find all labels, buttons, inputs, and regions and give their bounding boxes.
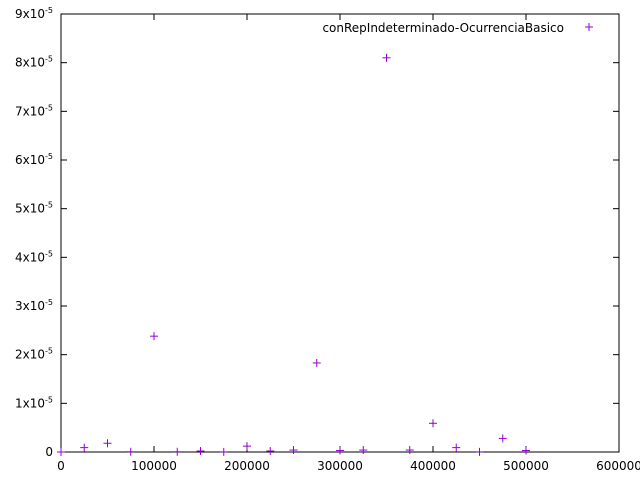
data-point	[80, 443, 89, 452]
x-tick-label: 0	[57, 459, 65, 473]
x-tick-label: 400000	[410, 459, 456, 473]
data-point	[173, 447, 182, 456]
data-point	[103, 439, 112, 448]
data-point	[312, 358, 321, 367]
plot-frame	[60, 13, 620, 453]
data-point	[429, 419, 437, 428]
y-tick-label: 0	[45, 445, 53, 459]
x-tick-label: 100000	[131, 459, 177, 473]
legend: conRepIndeterminado-OcurrenciaBasico	[322, 21, 593, 35]
y-tick-label: 4x10-5	[15, 249, 53, 264]
y-tick-label: 3x10-5	[15, 298, 53, 313]
x-tick-label: 600000	[596, 459, 640, 473]
data-point	[150, 332, 158, 341]
y-tick-label: 5x10-5	[15, 201, 53, 216]
y-axis-ticks: 0 1x10-5 2x10-5 3x10-5 4x10-5 5x10-5 6x10-5 7x1…	[15, 6, 619, 459]
data-point	[289, 446, 298, 455]
data-point	[126, 447, 135, 456]
x-tick-label: 200000	[224, 459, 270, 473]
data-point	[382, 53, 391, 62]
data-point	[57, 448, 65, 456]
data-point	[359, 446, 368, 455]
x-tick-label: 300000	[317, 459, 363, 473]
data-point	[243, 442, 251, 451]
x-tick-label: 500000	[503, 459, 549, 473]
data-point	[452, 443, 461, 452]
data-point	[336, 446, 344, 455]
legend-marker	[585, 23, 593, 31]
data-points	[57, 53, 530, 456]
y-tick-label: 9x10-5	[15, 6, 53, 21]
data-point	[219, 447, 228, 456]
data-point	[498, 434, 507, 443]
y-tick-label: 7x10-5	[15, 103, 53, 118]
data-point	[475, 447, 484, 456]
y-tick-label: 8x10-5	[15, 55, 53, 70]
y-tick-label: 2x10-5	[15, 347, 53, 362]
y-tick-label: 1x10-5	[15, 395, 53, 410]
data-point	[266, 447, 275, 456]
legend-label: conRepIndeterminado-OcurrenciaBasico	[322, 21, 564, 35]
data-point	[405, 446, 414, 455]
y-tick-label: 6x10-5	[15, 152, 53, 167]
legend-marker-plus	[585, 23, 593, 31]
data-point	[522, 446, 530, 455]
data-point	[196, 447, 205, 456]
x-axis-ticks: 0 100000 200000 300000 400000 500000 600000	[57, 14, 640, 473]
